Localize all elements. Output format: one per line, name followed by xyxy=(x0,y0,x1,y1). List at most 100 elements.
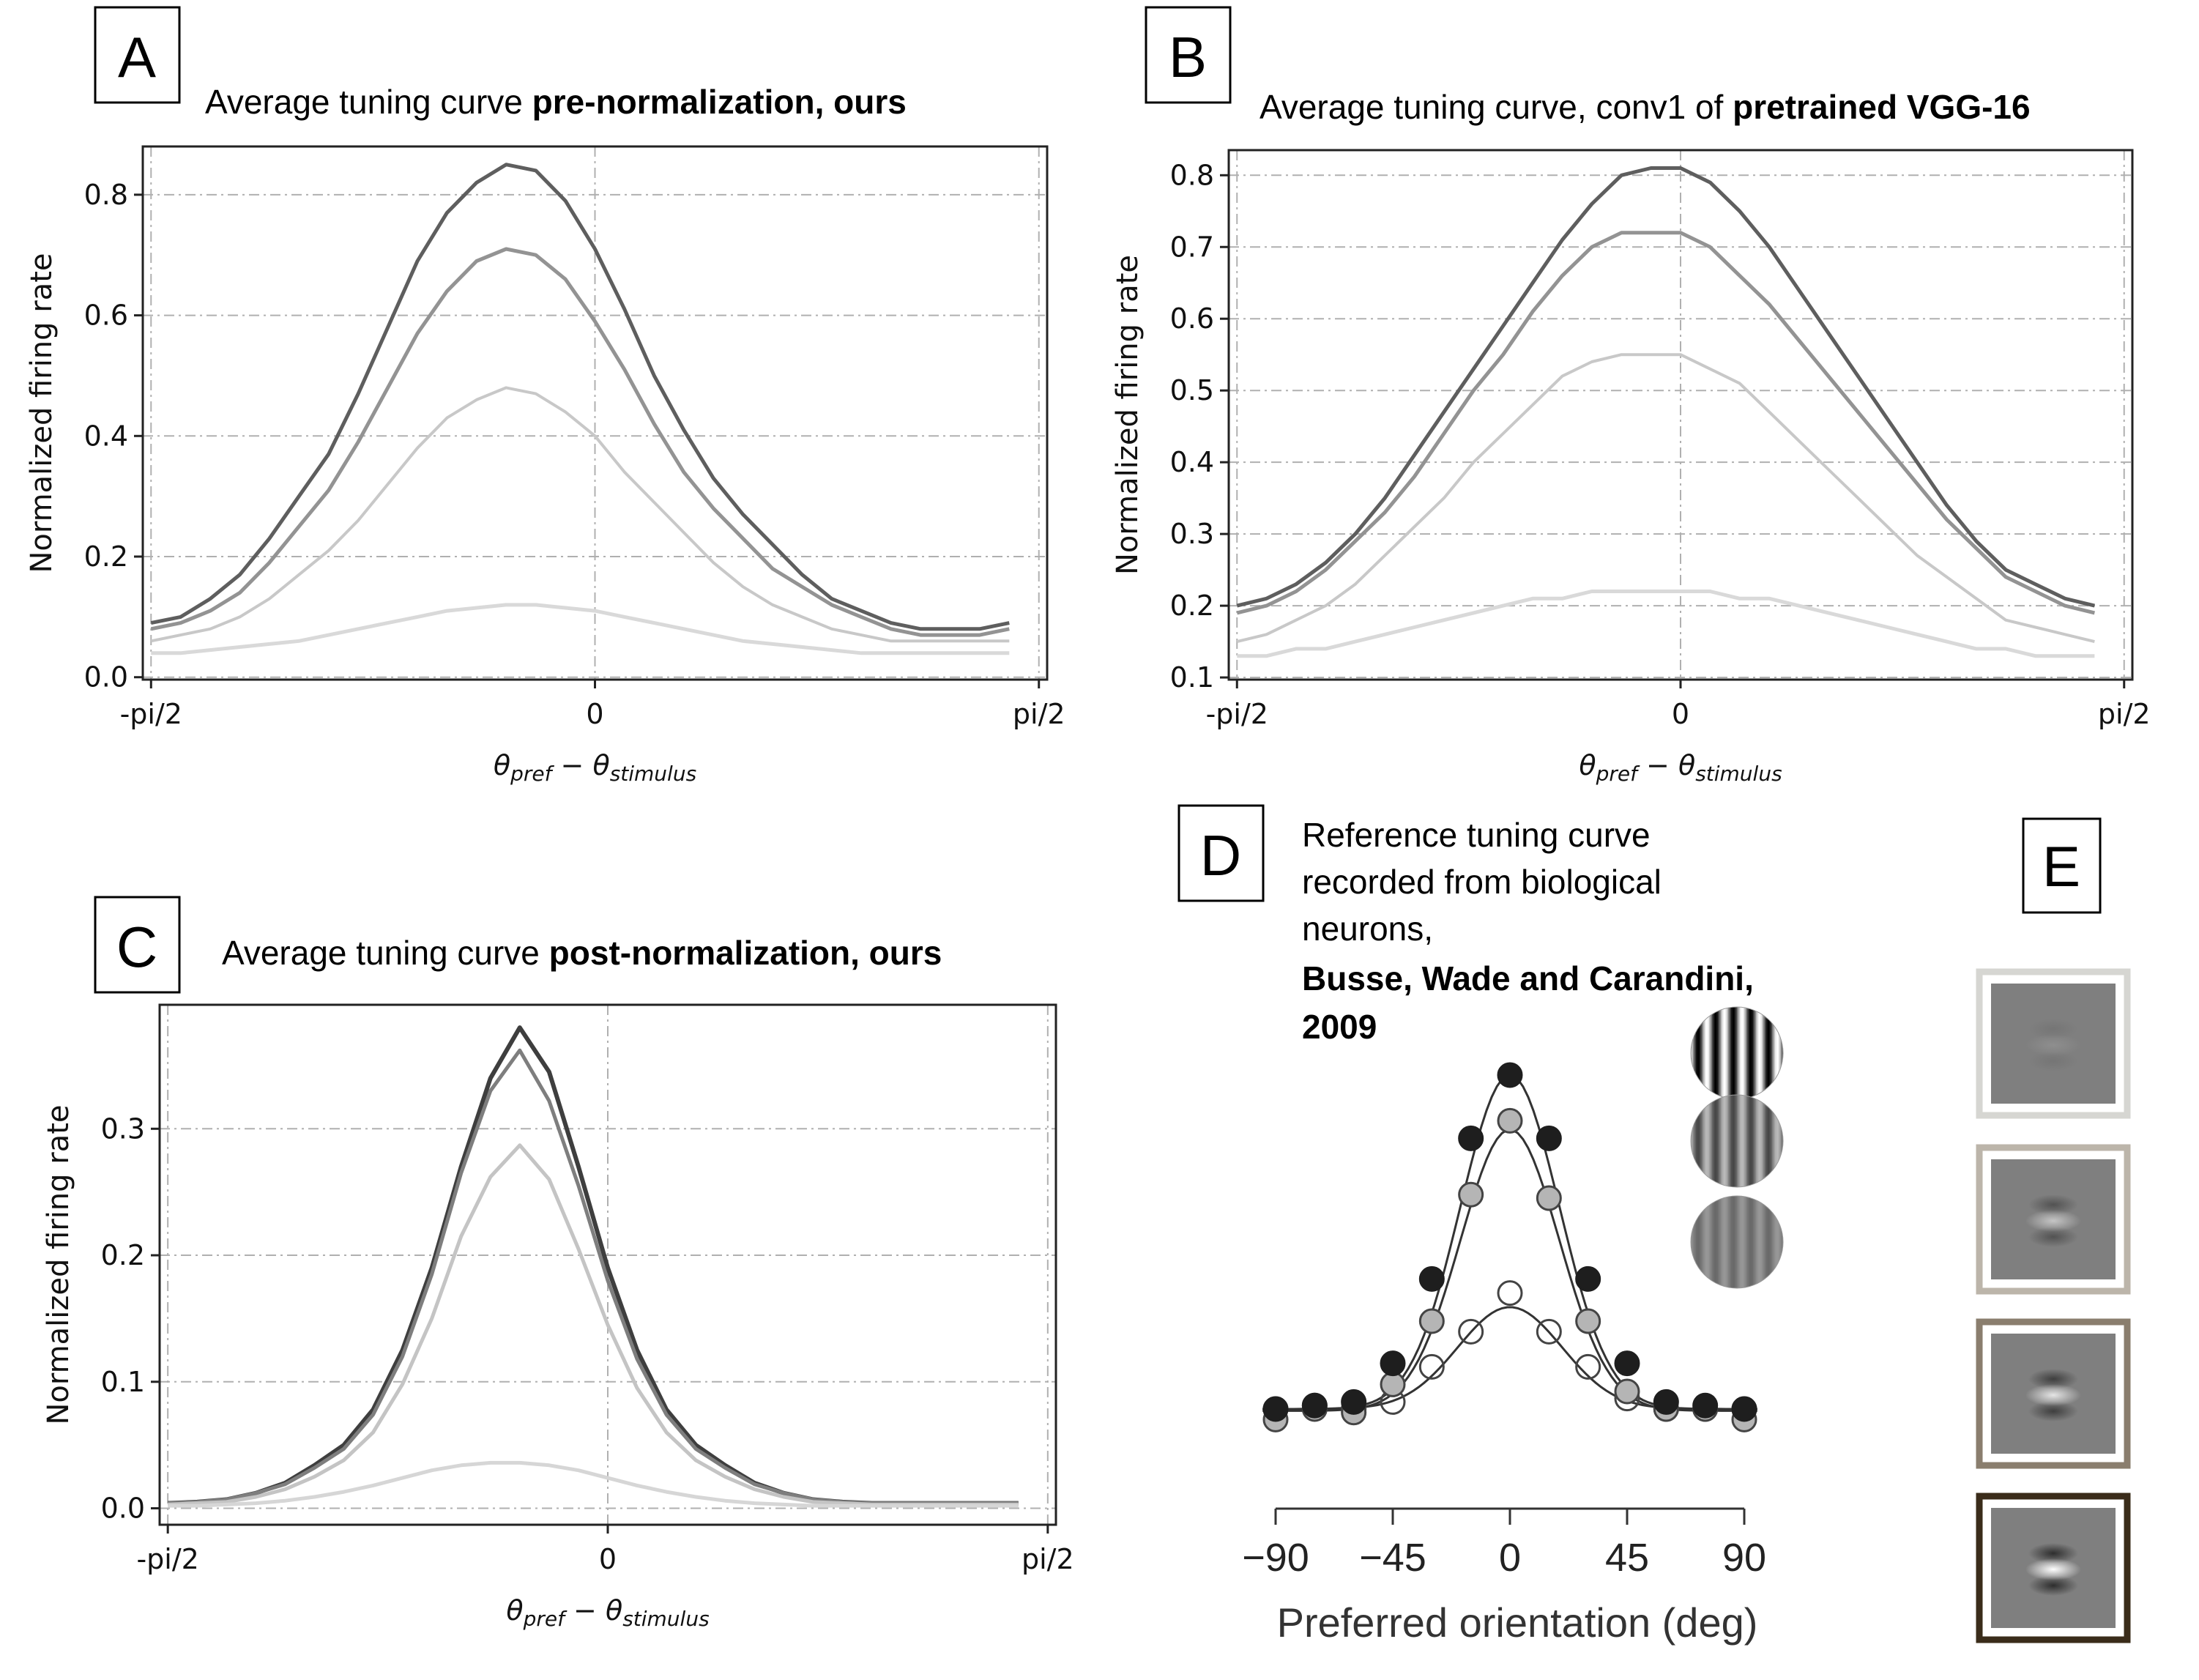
y-tick-label: 0.6 xyxy=(84,300,128,332)
grating-stripe xyxy=(1728,1007,1730,1099)
fit-curve-2 xyxy=(1262,1129,1757,1412)
grating-stripe xyxy=(1731,1196,1733,1288)
grating-stripe xyxy=(1696,1095,1698,1187)
grating-stripe xyxy=(1705,1007,1707,1099)
grating-stripe xyxy=(1752,1007,1754,1099)
x-tick-label: −45 xyxy=(1359,1536,1426,1580)
grating-stripe xyxy=(1776,1095,1779,1187)
y-tick-label: 0.8 xyxy=(84,179,128,211)
grating-stripe xyxy=(1721,1095,1723,1187)
grating-stripe xyxy=(1734,1095,1736,1187)
grating-icon-low-contrast xyxy=(1690,1195,1784,1289)
panel-c-title: Average tuning curve post-normalization,… xyxy=(222,934,942,972)
grating-stripe xyxy=(1769,1007,1771,1099)
series-line-4 xyxy=(151,603,1010,655)
grating-stripe xyxy=(1730,1007,1732,1099)
filter-bright-band xyxy=(2025,1210,2081,1232)
panel-d-title-line2: recorded from biological xyxy=(1302,863,1662,901)
grating-stripe xyxy=(1747,1095,1749,1187)
grating-stripe xyxy=(1734,1007,1736,1099)
grating-stripe xyxy=(1711,1007,1713,1099)
grating-stripe xyxy=(1714,1007,1716,1099)
x-axis-label: θpref − θstimulus xyxy=(494,749,696,786)
grating-stripe xyxy=(1740,1007,1742,1099)
data-point-open xyxy=(1575,1353,1601,1380)
grating-stripe xyxy=(1716,1196,1719,1288)
y-tick-label: 0.2 xyxy=(84,540,128,573)
filter-dark-band xyxy=(2028,1543,2078,1564)
grating-stripe xyxy=(1716,1007,1719,1099)
series-line-2 xyxy=(150,247,1010,637)
grating-stripe xyxy=(1775,1095,1777,1187)
y-tick-label: 0.3 xyxy=(101,1112,145,1145)
grating-icon-mid-contrast xyxy=(1690,1094,1784,1188)
x-tick-label: pi/2 xyxy=(1013,698,1065,730)
panel-letter-b: B xyxy=(1169,25,1207,89)
grating-stripe xyxy=(1692,1196,1694,1288)
grating-stripe xyxy=(1743,1007,1745,1099)
filter-tile xyxy=(1976,968,2131,1119)
grating-stripe xyxy=(1776,1196,1779,1288)
grating-stripe xyxy=(1774,1196,1776,1288)
panel-letter-a: A xyxy=(118,25,156,89)
grating-stripe xyxy=(1781,1007,1783,1099)
grating-stripe xyxy=(1700,1007,1703,1099)
data-point-filled-gray xyxy=(1380,1371,1406,1397)
grating-stripe xyxy=(1762,1007,1764,1099)
data-point-filled-black xyxy=(1301,1392,1328,1419)
grating-stripe xyxy=(1750,1095,1752,1187)
grating-stripe xyxy=(1771,1007,1773,1099)
chart-a: 0.0 0.2 0.4 0.6 0.8 -pi/2 0 pi/2 Normalized firi… xyxy=(25,145,1065,786)
panel-letter-box-b xyxy=(1145,6,1232,104)
grating-stripe xyxy=(1769,1095,1771,1187)
grating-stripe xyxy=(1709,1007,1711,1099)
data-point-filled-black xyxy=(1380,1350,1406,1377)
panel-letter-d: D xyxy=(1200,823,1241,888)
grating-stripe xyxy=(1771,1095,1773,1187)
grating-stripe xyxy=(1703,1196,1705,1288)
grating-stripe xyxy=(1763,1007,1765,1099)
grating-stripe xyxy=(1699,1007,1701,1099)
grating-stripe xyxy=(1702,1196,1704,1288)
y-tick-label: 0.3 xyxy=(1170,518,1214,550)
grating-stripe xyxy=(1753,1095,1755,1187)
panel-a-title: Average tuning curve pre-normalization, … xyxy=(205,83,907,121)
y-tick-label: 0.5 xyxy=(1170,374,1214,406)
grating-stripe xyxy=(1772,1095,1774,1187)
x-tick-label: 90 xyxy=(1722,1536,1766,1580)
data-point-open xyxy=(1536,1318,1562,1345)
grating-stripe xyxy=(1737,1196,1739,1288)
y-axis-label: Normalized firing rate xyxy=(42,1104,75,1424)
grating-stripe xyxy=(1712,1007,1714,1099)
grating-stripe xyxy=(1719,1196,1722,1288)
grating-stripe xyxy=(1727,1007,1729,1099)
grating-stripe xyxy=(1718,1196,1720,1288)
grating-stripe xyxy=(1757,1196,1760,1288)
grating-stripe xyxy=(1699,1095,1701,1187)
grating-stripe xyxy=(1709,1095,1711,1187)
grating-stripe xyxy=(1730,1196,1732,1288)
y-tick-label: 0.6 xyxy=(1170,302,1214,335)
grating-stripe xyxy=(1774,1095,1776,1187)
panel-c: C Average tuning curve post-normalizatio… xyxy=(42,896,1074,1631)
grating-stripe xyxy=(1718,1007,1720,1099)
data-point-filled-black xyxy=(1653,1389,1679,1415)
grating-stripe xyxy=(1776,1007,1779,1099)
panel-d-citation-line2: 2009 xyxy=(1302,1008,1377,1046)
y-tick-label: 0.1 xyxy=(1170,661,1214,694)
data-point-filled-black xyxy=(1497,1062,1523,1088)
grating-stripe xyxy=(1737,1095,1739,1187)
grating-stripe xyxy=(1699,1196,1701,1288)
data-point-filled-gray xyxy=(1418,1308,1445,1334)
series-line-4 xyxy=(1237,590,2095,658)
data-point-filled-gray xyxy=(1458,1181,1484,1208)
grating-stripe xyxy=(1766,1007,1768,1099)
x-tick-label: 45 xyxy=(1605,1536,1649,1580)
grating-stripe xyxy=(1697,1196,1700,1288)
grating-stripe xyxy=(1738,1196,1741,1288)
series-line-3 xyxy=(168,1143,1019,1506)
grating-stripe xyxy=(1691,1095,1692,1187)
grating-stripe xyxy=(1725,1095,1727,1187)
grating-stripe xyxy=(1692,1007,1694,1099)
grating-stripe xyxy=(1765,1196,1767,1288)
